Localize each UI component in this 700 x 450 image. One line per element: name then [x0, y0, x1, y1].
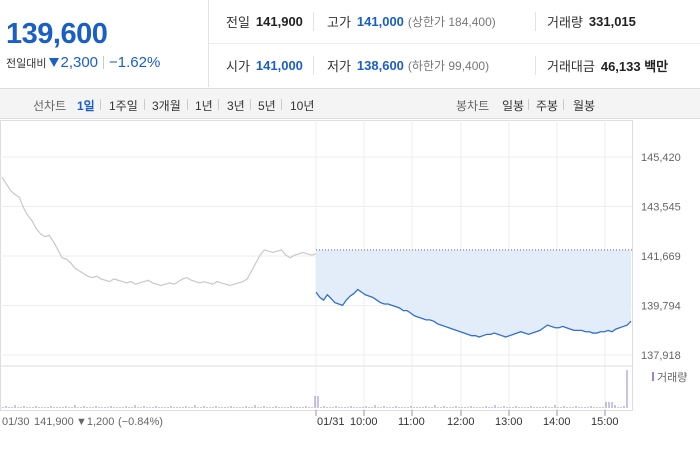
divider [218, 99, 219, 110]
change-row: 전일대비 2,300 −1.62% [6, 54, 160, 71]
prev-day-close: 141,900 [34, 416, 74, 428]
stat-volume: 거래량 331,015 [535, 0, 700, 43]
prev-day-change-percent: (−0.84%) [118, 416, 163, 428]
y-tick-label: 143,545 [641, 201, 681, 213]
stat-value: 331,015 [588, 14, 636, 29]
y-tick-label: 139,794 [641, 300, 681, 312]
volume-panel: 거래량 [2, 370, 687, 408]
y-axis-labels: 145,420 143,545 141,669 139,794 137,918 [641, 152, 681, 362]
today-line [315, 288, 632, 338]
stat-label: 저가 [327, 59, 351, 74]
candle-weekly-button[interactable]: 주봉 [536, 99, 559, 113]
divider [100, 99, 101, 110]
y-tick-label: 137,918 [641, 350, 681, 362]
stat-value: 138,600 [356, 58, 404, 73]
stats-row-1: 전일 141,900 고가 141,000 (상한가 184,400) 거래량 … [209, 0, 700, 44]
change-percent: −1.62% [109, 54, 161, 71]
period-5y-button[interactable]: 5년 [258, 99, 276, 113]
divider [281, 99, 282, 110]
x-axis: 01/30 141,900 ▼1,200 (−0.84%) 01/31 10:00 11:0… [2, 410, 619, 428]
below-prev-close-fill [316, 249, 631, 337]
change-label: 전일대비 [6, 57, 47, 70]
divider [535, 12, 536, 31]
divider [103, 56, 105, 69]
stat-label: 시가 [226, 59, 250, 74]
divider [528, 99, 529, 110]
change-value: 2,300 [60, 54, 99, 71]
candle-monthly-button[interactable]: 월봉 [573, 99, 596, 113]
stat-high: 고가 141,000 (상한가 184,400) [313, 0, 535, 43]
divider [144, 99, 145, 110]
stat-label: 거래대금 [547, 59, 595, 74]
stat-open: 시가 141,000 [209, 44, 313, 87]
divider [187, 99, 188, 110]
y-tick-label: 145,420 [641, 152, 681, 164]
lower-limit: (하한가 99,400) [407, 59, 490, 73]
prev-day-date: 01/30 [2, 416, 30, 428]
x-tick-label: 11:00 [398, 416, 425, 428]
price-summary: 139,600 전일대비 2,300 −1.62% [0, 0, 209, 87]
down-triangle-icon [49, 58, 60, 67]
x-tick-label: 13:00 [495, 416, 523, 428]
volume-legend-icon [652, 372, 654, 381]
stat-value: 46,133 백만 [600, 59, 669, 74]
stat-label: 거래량 [547, 15, 583, 30]
stat-value: 141,000 [356, 14, 404, 29]
chart-toolbar: 선차트 1일 1주일 3개월 1년 3년 5년 10년 봉차트 일봉 주봉 월봉 [0, 88, 700, 119]
volume-legend-label: 거래량 [657, 371, 687, 384]
divider [313, 12, 314, 31]
prev-day-change: ▼1,200 [76, 416, 114, 428]
period-3m-button[interactable]: 3개월 [152, 99, 181, 113]
divider [250, 99, 251, 110]
current-price: 139,600 [6, 18, 108, 50]
stat-low: 저가 138,600 (하한가 99,400) [313, 44, 535, 87]
candle-daily-button[interactable]: 일봉 [502, 99, 525, 113]
period-3y-button[interactable]: 3년 [227, 99, 245, 113]
stats-table: 전일 141,900 고가 141,000 (상한가 184,400) 거래량 … [209, 0, 700, 87]
period-1w-button[interactable]: 1주일 [109, 99, 138, 113]
prev-day-line [1, 176, 317, 287]
candle-chart-label: 봉차트 [456, 99, 490, 113]
x-tick-label: 14:00 [543, 416, 571, 428]
period-1d-button[interactable]: 1일 [77, 99, 95, 113]
stat-prev-close: 전일 141,900 [209, 0, 313, 43]
y-tick-label: 141,669 [641, 251, 681, 263]
x-tick-label: 12:00 [447, 416, 475, 428]
stat-label: 전일 [226, 15, 250, 30]
period-1y-button[interactable]: 1년 [195, 99, 213, 113]
divider [563, 99, 564, 110]
line-chart-label: 선차트 [33, 99, 67, 113]
stat-value: 141,900 [255, 14, 303, 29]
x-tick-label: 10:00 [350, 416, 378, 428]
stat-label: 고가 [327, 15, 351, 30]
divider [313, 56, 314, 75]
divider [535, 56, 536, 75]
x-tick-label: 15:00 [591, 416, 619, 428]
period-10y-button[interactable]: 10년 [290, 99, 315, 113]
stat-value: 141,000 [255, 58, 303, 73]
upper-limit: (상한가 184,400) [407, 15, 496, 29]
stat-amount: 거래대금 46,133 백만 [535, 44, 700, 87]
x-tick-label: 01/31 [317, 416, 345, 428]
stats-row-2: 시가 141,000 저가 138,600 (하한가 99,400) 거래대금 … [209, 44, 700, 87]
